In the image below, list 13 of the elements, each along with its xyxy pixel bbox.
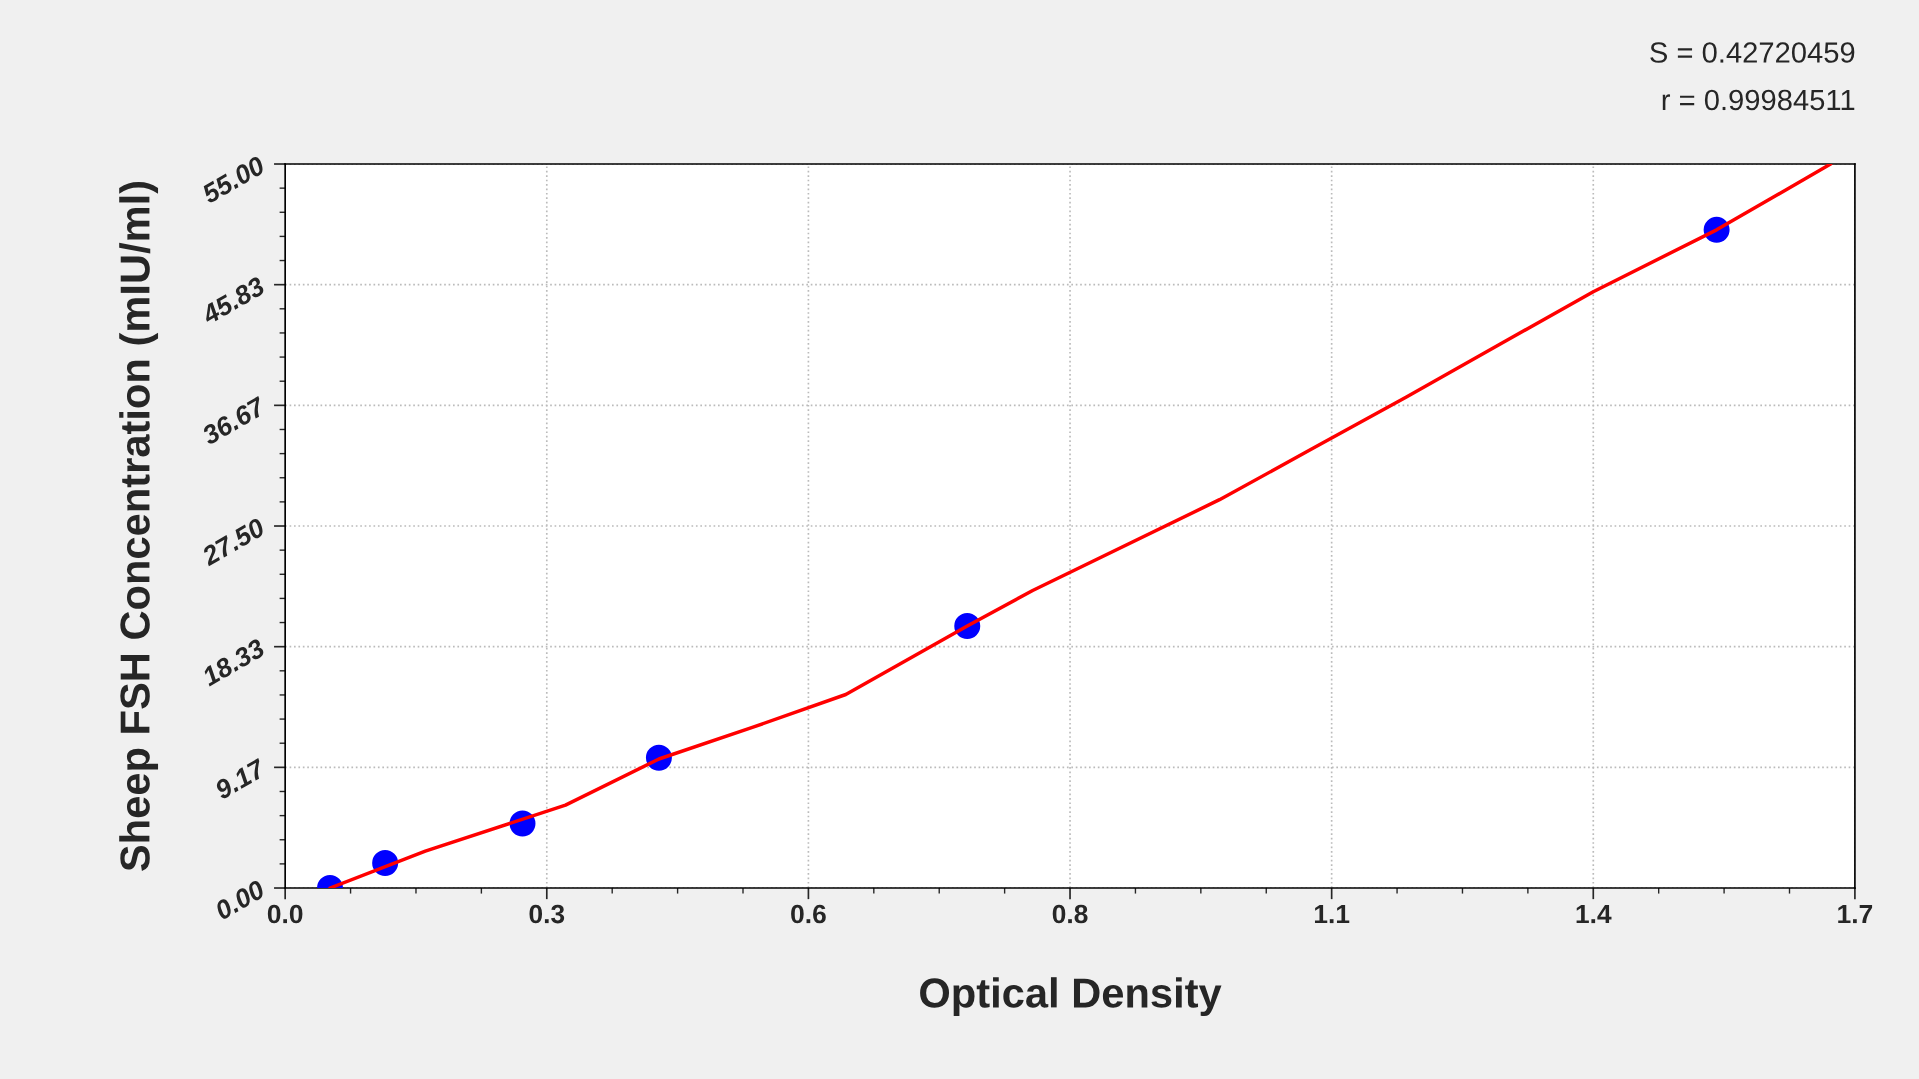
y-tick-label: 0.00 [213,879,267,921]
y-tick-label: 9.17 [213,757,268,800]
x-tick-label: 0.3 [529,904,565,924]
x-tick-label: 0.8 [1052,904,1088,924]
x-tick-label: 1.7 [1838,904,1873,924]
y-axis-title: Sheep FSH Concentration (mIU/ml) [119,181,159,871]
x-tick-label: 0.0 [267,904,303,924]
x-tick-label: 1.1 [1314,904,1350,924]
text: r = 0.99984511 [1662,89,1855,111]
x-tick-label: 0.6 [791,904,826,924]
text: S = 0.42720459 [1650,42,1855,63]
x-axis-title: Optical Density [920,977,1222,1017]
x-tick-label: 1.4 [1576,904,1612,924]
